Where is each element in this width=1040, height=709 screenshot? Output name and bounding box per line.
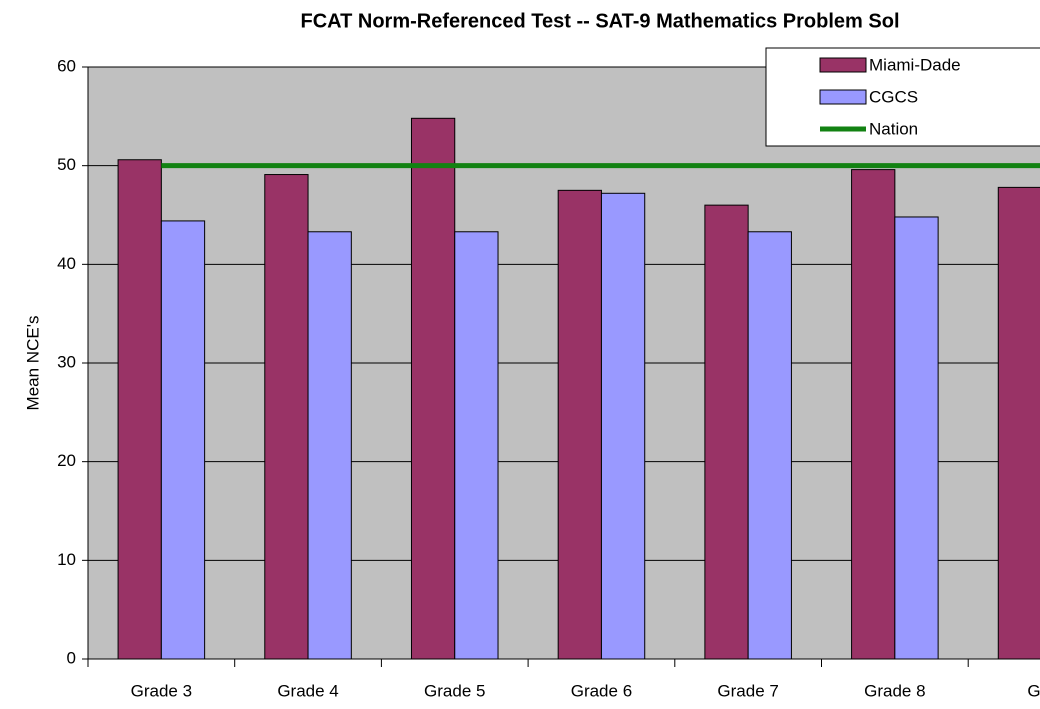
legend-label: CGCS xyxy=(869,87,918,106)
bar xyxy=(997,186,1040,660)
bar xyxy=(557,189,602,660)
legend-swatch xyxy=(819,57,867,73)
x-tick-label: Grade 5 xyxy=(424,681,485,700)
y-tick-label: 10 xyxy=(57,550,76,569)
chart-title: FCAT Norm-Referenced Test -- SAT-9 Mathe… xyxy=(301,10,900,32)
legend-box xyxy=(765,47,1040,147)
y-tick-label: 20 xyxy=(57,451,76,470)
legend-swatch xyxy=(819,89,867,105)
bar xyxy=(747,231,792,660)
plot: Grade 3 Grade 4 Grade 5 Grade 6 Grade 7 Grade… xyxy=(82,47,1040,700)
bar xyxy=(454,231,499,660)
y-tick-label: 50 xyxy=(57,155,76,174)
x-tick-label: Grade 4 xyxy=(277,681,338,700)
x-tick-label: Grade 7 xyxy=(717,681,778,700)
bar xyxy=(894,216,939,660)
y-tick-label: 30 xyxy=(57,352,76,371)
x-tick-label: Grade 8 xyxy=(864,681,925,700)
y-tick-label: 60 xyxy=(57,56,76,75)
bar xyxy=(704,204,749,660)
bar xyxy=(264,174,309,660)
x-tick-label: Gra xyxy=(1027,681,1040,700)
x-tick-label: Grade 6 xyxy=(571,681,632,700)
y-tick-label: 40 xyxy=(57,254,76,273)
bar xyxy=(160,220,206,660)
bar xyxy=(851,169,896,660)
legend-label: Miami-Dade xyxy=(869,55,961,74)
bar xyxy=(307,231,352,660)
bar xyxy=(410,117,456,660)
y-axis-label: Mean NCE's xyxy=(23,316,42,411)
bar xyxy=(600,192,646,660)
x-tick-label: Grade 3 xyxy=(131,681,192,700)
y-tick-label: 0 xyxy=(67,648,76,667)
bar xyxy=(117,159,162,660)
legend-label: Nation xyxy=(869,119,918,138)
